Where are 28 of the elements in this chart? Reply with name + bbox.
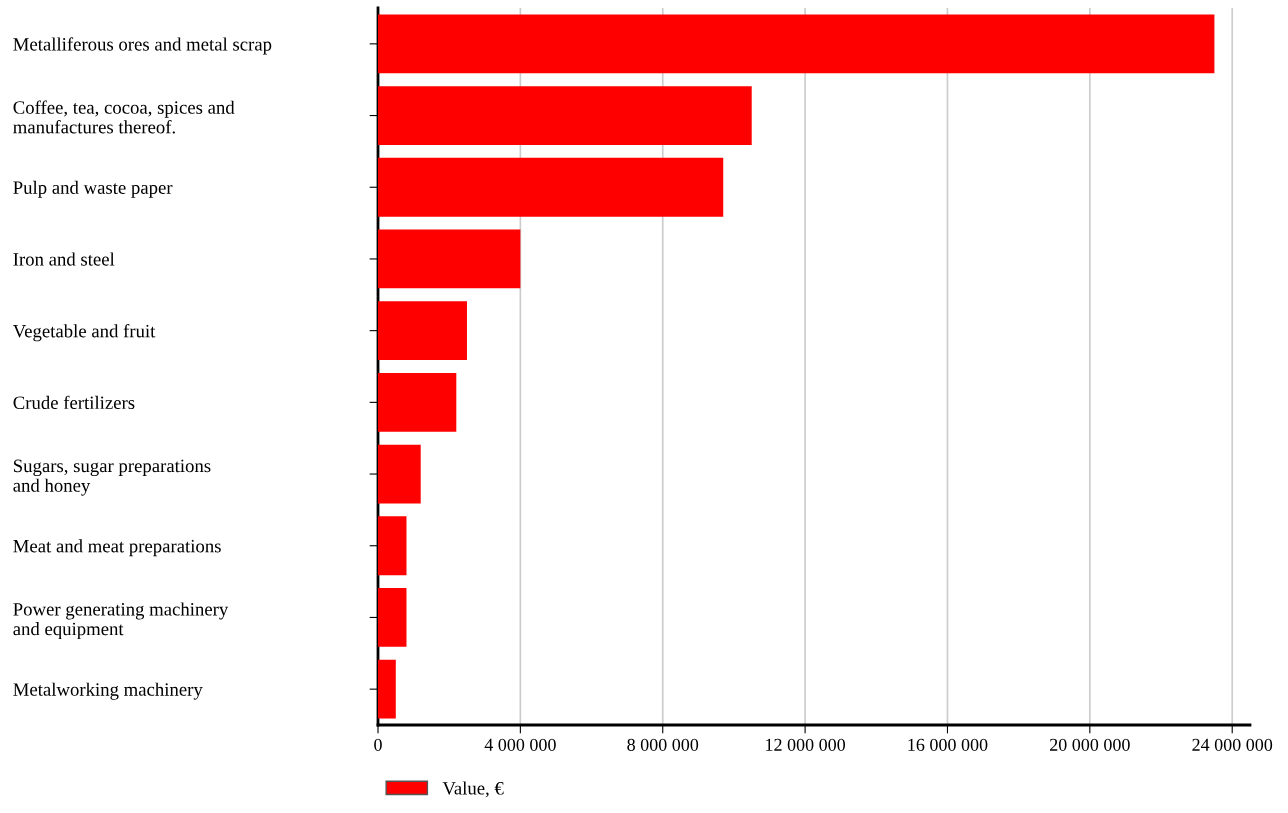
y-tick-label: Power generating machinery and equipment: [13, 602, 229, 640]
y-tick-label: Metalworking machinery: [13, 682, 203, 700]
x-tick-label: 16 000 000: [908, 738, 988, 751]
bar: [378, 14, 1215, 74]
y-tick-label: Vegetable and fruit: [12, 324, 156, 342]
bar: [378, 229, 521, 289]
bar: [378, 588, 407, 647]
y-tick-label: Iron and steel: [13, 252, 115, 266]
bar: [378, 157, 724, 217]
bar: [378, 372, 457, 432]
x-tick-label: 24 000 000: [1192, 738, 1273, 751]
y-tick-label: Sugars, sugar preparations and honey: [13, 459, 211, 496]
bar: [378, 86, 752, 145]
y-tick-label: Meat and meat preparations: [13, 539, 221, 557]
bar: [378, 516, 407, 576]
y-tick-label: Metalliferous ores and metal scrap: [13, 37, 272, 55]
x-tick-label: 12 000 000: [766, 738, 846, 751]
y-tick-label: Pulp and waste paper: [13, 180, 173, 198]
y-tick-label: Crude fertilizers: [13, 395, 135, 410]
x-tick-label: 4 000 000: [484, 738, 556, 751]
x-tick-label: 0: [374, 738, 382, 751]
x-tick-label: 20 000 000: [1050, 738, 1130, 751]
x-tick-label: 8 000 000: [627, 738, 699, 751]
bar: [378, 301, 467, 361]
bar: [378, 444, 421, 504]
y-tick-label: Coffee, tea, cocoa, spices and manufactures thereof.: [13, 100, 235, 134]
bar: [378, 659, 396, 719]
legend-label: Value, €: [442, 781, 504, 798]
